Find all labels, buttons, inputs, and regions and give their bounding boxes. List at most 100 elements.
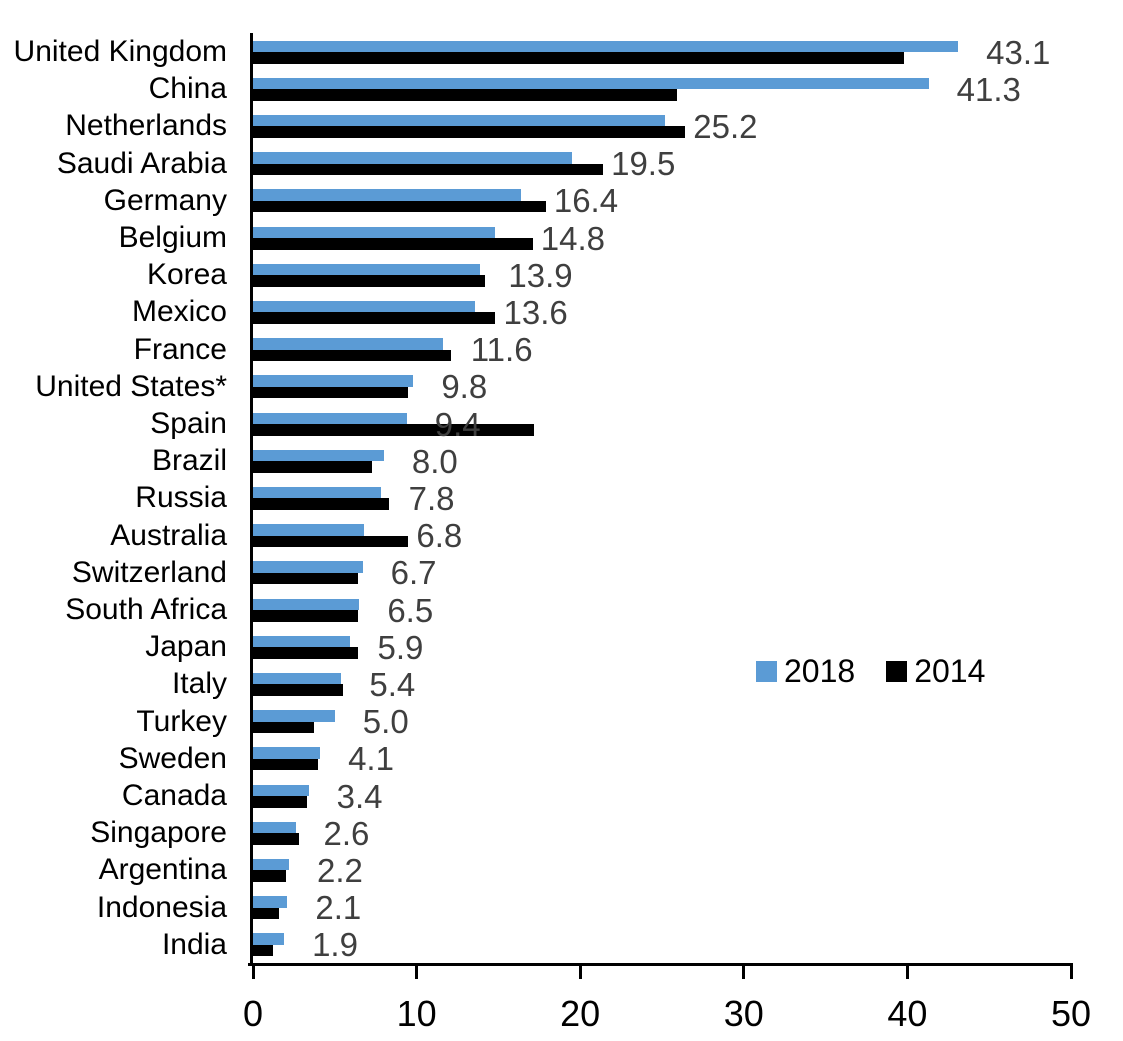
value-label: 6.7 [390, 554, 437, 592]
category-label: Sweden [118, 741, 227, 775]
legend-label-2014: 2014 [914, 653, 986, 689]
value-label: 5.4 [369, 665, 416, 703]
bar-2018 [253, 263, 481, 276]
value-label: 43.1 [986, 33, 1051, 71]
category-label: Italy [171, 667, 227, 701]
value-label: 9.8 [441, 368, 488, 406]
bar-2014 [253, 647, 358, 659]
value-label: 6.5 [387, 591, 434, 629]
bar-2018 [253, 375, 414, 387]
bar-2014 [253, 126, 685, 138]
bar-2014 [253, 424, 535, 436]
bar-2014 [253, 275, 486, 287]
y-axis-line [250, 33, 253, 966]
bar-2018 [253, 114, 666, 127]
x-tick-label: 10 [396, 993, 437, 1034]
category-label: Mexico [131, 295, 227, 329]
bar-2014 [253, 796, 307, 808]
bar-2014 [253, 907, 280, 920]
category-label: Indonesia [96, 890, 227, 924]
bar-2018 [253, 821, 296, 834]
value-label: 19.5 [611, 145, 676, 183]
value-label: 6.8 [416, 517, 463, 555]
x-tick-mark [905, 966, 909, 979]
category-label: Saudi Arabia [56, 146, 227, 180]
category-label: Korea [146, 258, 227, 292]
category-label: Netherlands [65, 109, 227, 143]
bar-2014 [253, 758, 319, 771]
category-label: United States* [35, 369, 227, 403]
legend-label-2018: 2018 [784, 653, 856, 689]
x-tick-label: 30 [723, 993, 764, 1034]
value-label: 41.3 [956, 70, 1021, 108]
value-label: 5.0 [362, 703, 409, 741]
bar-2018 [253, 858, 289, 871]
legend-swatch-2018 [756, 660, 777, 682]
bar-2014 [253, 386, 409, 399]
x-tick-mark [742, 966, 746, 979]
category-label: United Kingdom [13, 35, 227, 68]
bar-2018 [253, 784, 309, 796]
value-label: 13.9 [508, 256, 573, 294]
value-label: 14.8 [540, 219, 605, 257]
bar-2014 [253, 572, 358, 585]
bar-2014 [253, 349, 451, 362]
x-tick-label: 0 [242, 993, 264, 1034]
value-label: 11.6 [470, 331, 533, 369]
bar-2018 [253, 672, 342, 685]
x-axis-line [248, 963, 1073, 966]
category-label: France [133, 332, 227, 366]
value-label: 5.9 [377, 628, 424, 666]
category-label: Turkey [136, 704, 227, 738]
category-label: Russia [135, 481, 227, 515]
bar-2014 [253, 52, 905, 64]
x-tick-label: 50 [1050, 993, 1092, 1034]
value-label: 2.1 [315, 889, 362, 927]
category-label: Germany [103, 183, 227, 217]
value-label: 13.6 [503, 293, 568, 331]
category-label: Singapore [90, 816, 227, 850]
bar-2018 [253, 710, 335, 722]
bar-2018 [253, 598, 360, 610]
bar-2018 [253, 77, 929, 90]
value-label: 2.6 [323, 814, 370, 852]
category-label: Japan [145, 630, 227, 664]
bar-2018 [253, 486, 381, 499]
x-tick-label: 20 [560, 993, 601, 1034]
bar-2014 [253, 200, 546, 213]
bar-2014 [253, 870, 286, 882]
x-tick-mark [1069, 966, 1073, 979]
bar-2018 [253, 524, 365, 536]
bar-2018 [253, 152, 573, 164]
category-label: Belgium [118, 221, 227, 254]
value-label: 3.4 [336, 777, 383, 815]
value-label: 2.2 [316, 851, 363, 889]
bar-2018 [253, 300, 476, 313]
legend-swatch-2014 [886, 660, 908, 682]
value-label: 8.0 [411, 442, 458, 480]
category-label: Brazil [151, 444, 227, 478]
category-label: Canada [121, 779, 227, 812]
bar-2018 [253, 40, 959, 52]
bar-2014 [253, 312, 496, 324]
bar-2018 [253, 896, 288, 908]
value-label: 4.1 [348, 740, 394, 778]
bar-2018 [253, 635, 350, 648]
value-label: 1.9 [312, 926, 358, 964]
x-tick-mark [251, 966, 255, 979]
category-label: Australia [110, 518, 227, 552]
x-tick-mark [415, 966, 419, 979]
legend: 2018 2014 [756, 654, 985, 688]
category-label: Argentina [98, 853, 227, 887]
category-label: India [161, 927, 227, 961]
bar-2014 [253, 610, 358, 622]
x-tick-mark [578, 966, 582, 979]
bar-2018 [253, 747, 321, 759]
bar-2014 [253, 498, 389, 510]
bar-2014 [253, 89, 677, 101]
value-label: 25.2 [693, 107, 758, 145]
value-label: 9.4 [434, 405, 481, 443]
bar-2014 [253, 684, 343, 696]
bar-2014 [253, 163, 604, 176]
bar-2018 [253, 561, 363, 573]
